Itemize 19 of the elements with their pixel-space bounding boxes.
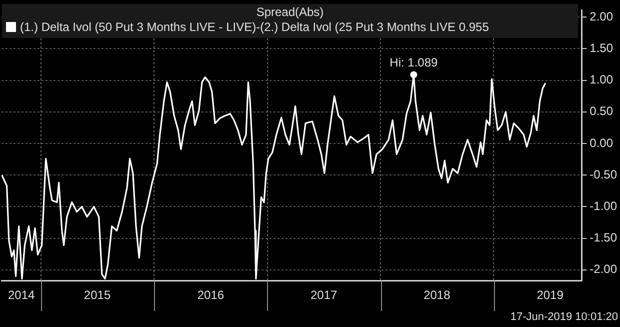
x-tick-label: 2017 <box>310 288 338 302</box>
y-tick-label: -1.00 <box>590 198 618 213</box>
chart-title: Spread(Abs) <box>255 5 325 20</box>
x-tick-label: 2019 <box>536 288 564 302</box>
y-tick-label: -1.50 <box>590 230 618 245</box>
y-tick-label: -2.00 <box>590 262 618 276</box>
x-tick-label: 2015 <box>84 288 111 302</box>
y-tick-label: 2.00 <box>590 9 614 24</box>
y-tick-label: -0.50 <box>590 167 618 182</box>
x-tick-label: 2016 <box>197 288 224 302</box>
legend-label: (1.) Delta Ivol (50 Put 3 Months LIVE - LIVE)-(2.) Delta Ivol (25 Put 3 Months LIVE 0.955 <box>19 20 490 35</box>
y-tick-label: 0.50 <box>590 104 614 118</box>
annotation: Hi: 1.089 <box>390 56 438 70</box>
text: 17-Jun-2019 10:01:20 <box>510 311 618 323</box>
y-tick-label: 0.00 <box>590 136 614 150</box>
y-tick-label: 1.50 <box>590 41 614 56</box>
x-tick-label: 2014 <box>8 288 36 302</box>
x-tick-label: 2018 <box>424 288 451 302</box>
y-tick-label: 1.00 <box>590 72 614 87</box>
